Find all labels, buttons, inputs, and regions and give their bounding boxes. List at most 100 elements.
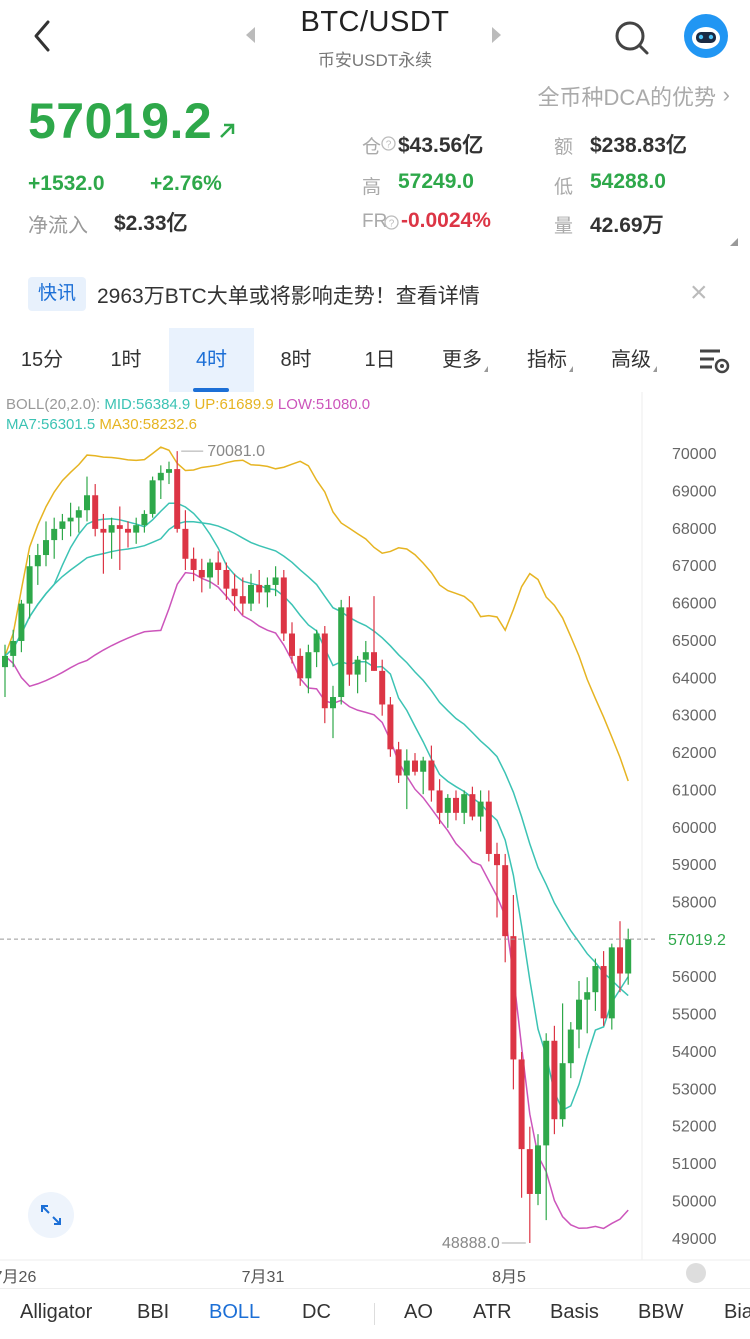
candle-body xyxy=(321,633,328,709)
y-tick-label: 70000 xyxy=(672,446,717,463)
prev-symbol-icon[interactable] xyxy=(246,27,255,43)
high-value: 57249.0 xyxy=(398,170,474,193)
dropdown-icon xyxy=(484,366,488,372)
candle-body xyxy=(436,790,443,813)
boll-mid: MID:56384.9 xyxy=(104,396,191,413)
indicator-basis[interactable]: Basis xyxy=(550,1301,599,1323)
candlestick-chart[interactable]: 70000 69000 68000 67000 66000 65000 64000 63000… xyxy=(0,392,750,1288)
candle-body xyxy=(305,652,312,679)
page-title[interactable]: BTC/USDT xyxy=(300,6,450,38)
candle-body xyxy=(215,562,222,570)
close-icon[interactable]: × xyxy=(690,276,708,309)
candle-body xyxy=(67,517,74,522)
indicator-ao[interactable]: AO xyxy=(404,1301,433,1323)
candle-body xyxy=(379,670,386,705)
candle-body xyxy=(133,525,140,533)
last-price: 57019.2 xyxy=(28,93,213,149)
indicator-bbw[interactable]: BBW xyxy=(638,1301,684,1323)
candle-body xyxy=(108,525,115,533)
tab-4h[interactable]: 4时 xyxy=(169,328,254,392)
high-marker-label: 70081.0 xyxy=(207,443,265,460)
candle-body xyxy=(362,652,369,660)
y-tick-label: 58000 xyxy=(672,895,717,912)
tab-15m[interactable]: 15分 xyxy=(20,349,64,371)
expand-corner-icon[interactable] xyxy=(728,236,738,246)
info-icon[interactable]: ? xyxy=(381,136,396,151)
funding-rate-value: -0.0024% xyxy=(401,209,491,232)
chart-settings-icon[interactable] xyxy=(698,346,732,376)
tab-advanced-label: 高级 xyxy=(611,349,651,371)
info-icon[interactable]: ? xyxy=(384,215,399,230)
robot-avatar-icon[interactable] xyxy=(684,14,728,58)
candle-body xyxy=(248,584,254,604)
ma7-value: MA7:56301.5 xyxy=(6,416,96,433)
tab-1h[interactable]: 1时 xyxy=(110,349,142,371)
indicator-alligator[interactable]: Alligator xyxy=(20,1301,93,1323)
boll-upper-line xyxy=(4,446,629,782)
y-tick-label: 67000 xyxy=(672,558,717,575)
chevron-right-icon[interactable]: › xyxy=(722,82,730,107)
tab-more[interactable]: 更多 xyxy=(422,328,508,392)
back-arrow-icon[interactable] xyxy=(28,14,58,58)
volume-amount-value: $238.83亿 xyxy=(590,134,687,157)
candle-body xyxy=(461,794,468,813)
candle-body xyxy=(116,525,123,529)
fullscreen-button[interactable] xyxy=(28,1192,74,1238)
tab-advanced[interactable]: 高级 xyxy=(592,328,676,392)
candle-body xyxy=(289,633,295,656)
candle-body xyxy=(2,655,8,668)
tab-8h[interactable]: 8时 xyxy=(280,349,312,371)
ma7-line xyxy=(4,502,629,1112)
quantity-label: 量 xyxy=(554,216,574,237)
indicator-boll[interactable]: BOLL xyxy=(209,1301,261,1323)
indicator-bias[interactable]: Bia xyxy=(724,1301,750,1323)
boll-mid-line xyxy=(4,520,629,997)
candle-body xyxy=(453,797,459,813)
search-icon[interactable] xyxy=(612,18,652,58)
boll-lower-line xyxy=(4,571,629,1230)
dropdown-icon xyxy=(653,366,657,372)
y-tick-label: 50000 xyxy=(672,1193,717,1210)
y-tick-label: 61000 xyxy=(672,782,717,799)
news-bar[interactable] xyxy=(0,266,750,324)
tab-indicators[interactable]: 指标 xyxy=(508,328,592,392)
net-inflow-value: $2.33亿 xyxy=(114,212,188,235)
candle-body xyxy=(510,936,517,1060)
news-headline[interactable]: 2963万BTC大单或将影响走势！查看详情 xyxy=(97,285,480,308)
candle-body xyxy=(256,584,263,593)
indicator-atr[interactable]: ATR xyxy=(473,1301,512,1323)
candle-body xyxy=(190,558,197,570)
open-interest-label: 仓 xyxy=(362,137,382,158)
y-tick-label: 65000 xyxy=(672,633,717,650)
candle-body xyxy=(617,947,623,974)
candle-body xyxy=(354,659,361,675)
candle-body xyxy=(551,1040,558,1120)
candle-body xyxy=(338,607,345,698)
candle-body xyxy=(625,939,632,974)
low-label: 低 xyxy=(554,177,574,198)
next-symbol-icon[interactable] xyxy=(492,27,501,43)
candle-body xyxy=(518,1059,525,1150)
y-tick-label: 51000 xyxy=(672,1156,717,1173)
candle-body xyxy=(494,853,500,866)
candle-body xyxy=(428,760,435,791)
candle-body xyxy=(43,540,49,556)
candle-body xyxy=(100,528,107,533)
tab-1d[interactable]: 1日 xyxy=(364,349,396,371)
candle-body xyxy=(420,760,427,772)
candle-body xyxy=(600,966,607,1019)
x-tick-label: 8月5 xyxy=(492,1269,526,1286)
indicator-bbi[interactable]: BBI xyxy=(137,1301,170,1323)
candle-body xyxy=(174,469,181,529)
volume-amount-label: 额 xyxy=(554,137,574,158)
dca-promo-link[interactable]: 全币种DCA的优势 xyxy=(537,85,716,110)
candle-body xyxy=(149,480,156,514)
boll-prefix: BOLL(20,2.0): xyxy=(6,396,101,413)
tab-more-label: 更多 xyxy=(442,349,482,371)
candle-body xyxy=(231,588,238,597)
boll-legend: BOLL(20,2.0): MID:56384.9 UP:61689.9 LOW… xyxy=(6,396,370,413)
indicator-dc[interactable]: DC xyxy=(302,1301,331,1323)
x-tick-label: 7月26 xyxy=(0,1269,36,1286)
candle-body xyxy=(280,577,287,634)
low-marker-label: 48888.0 xyxy=(442,1235,500,1252)
